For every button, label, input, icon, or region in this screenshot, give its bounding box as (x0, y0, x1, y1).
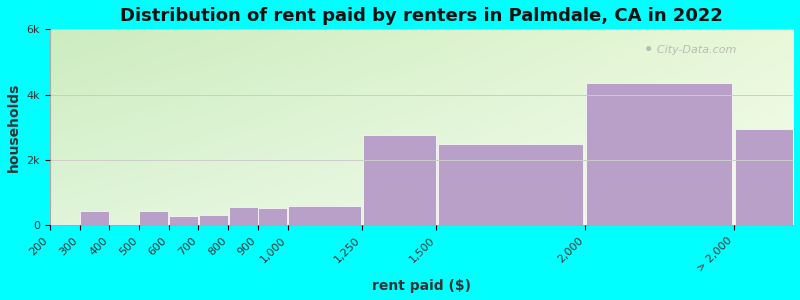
Bar (198, 214, 228, 225)
Bar (258, 208, 287, 225)
Bar (438, 144, 583, 225)
Bar (110, 224, 138, 225)
Bar (139, 211, 169, 225)
Bar (80, 211, 109, 225)
Bar (735, 129, 800, 225)
Title: Distribution of rent paid by renters in Palmdale, CA in 2022: Distribution of rent paid by renters in … (120, 7, 723, 25)
Bar (169, 216, 198, 225)
Bar (229, 207, 258, 225)
Text: ⚫ City-Data.com: ⚫ City-Data.com (645, 45, 737, 55)
Bar (50, 224, 79, 225)
Bar (362, 136, 435, 225)
Bar (289, 206, 362, 225)
Bar (586, 83, 732, 225)
Y-axis label: households: households (7, 82, 21, 172)
X-axis label: rent paid ($): rent paid ($) (372, 279, 471, 293)
